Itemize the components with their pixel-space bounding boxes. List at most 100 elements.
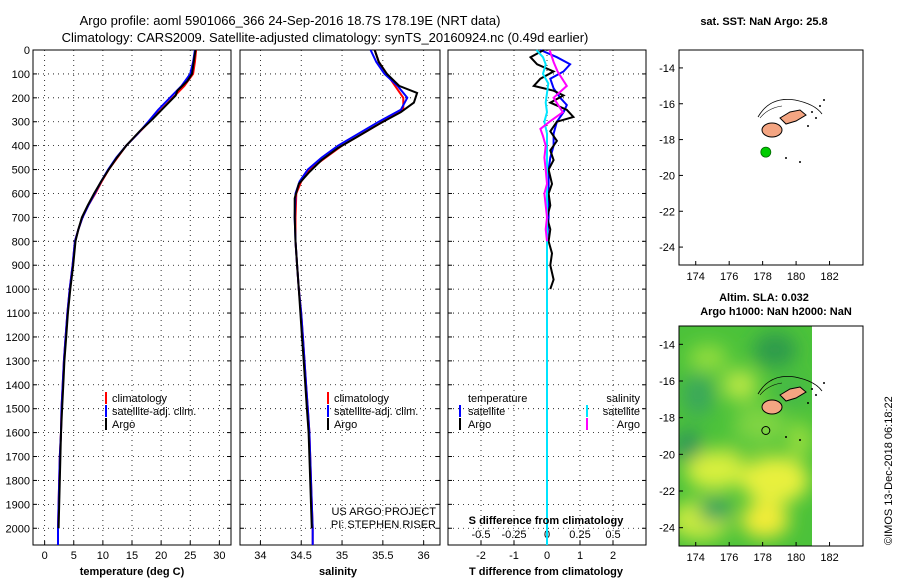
series-t-argo xyxy=(528,49,576,290)
ytick-label: 900 xyxy=(12,260,30,272)
map-xtick-label: 174 xyxy=(687,552,705,564)
island-dot xyxy=(799,161,801,163)
land-viti-levu xyxy=(761,122,783,138)
island-dot xyxy=(815,117,817,119)
ytick-label: 400 xyxy=(12,141,30,153)
map-xtick-label: 174 xyxy=(687,271,705,283)
top-xtick-label: 0.25 xyxy=(569,529,590,541)
ytick-label: 200 xyxy=(12,93,30,105)
ytick-label: 700 xyxy=(12,212,30,224)
salinity-legend: climatology satellite-adj. clim. Argo xyxy=(327,392,418,431)
ytick-label: 1200 xyxy=(6,332,30,344)
t-diff-xlabel: T difference from climatology xyxy=(469,566,624,578)
map-ytick-label: -22 xyxy=(659,486,675,498)
land-viti-levu xyxy=(761,399,783,415)
legend-temperature-title: temperature xyxy=(468,393,527,405)
figure-title-line2: Climatology: CARS2009. Satellite-adjuste… xyxy=(62,30,589,45)
xtick-label: 35.5 xyxy=(372,550,393,562)
xtick-label: 30 xyxy=(213,550,225,562)
map-xtick-label: 176 xyxy=(720,552,738,564)
island-dot xyxy=(807,402,809,404)
legend-argo: Argo xyxy=(334,419,357,431)
land-vanua-levu xyxy=(779,109,807,125)
sla-map-panel: Altim. SLA: 0.032 Argo h1000: NaN h2000:… xyxy=(659,292,864,564)
xtick-label: 20 xyxy=(155,550,167,562)
map-xtick-label: 180 xyxy=(787,552,805,564)
temperature-xlabel: temperature (deg C) xyxy=(80,566,185,578)
sst-map-title: sat. SST: NaN Argo: 25.8 xyxy=(700,16,827,28)
argo-float-marker xyxy=(761,426,771,435)
top-xtick-label: -0.25 xyxy=(501,529,526,541)
legend-s-satellite: satellite xyxy=(603,406,640,418)
legend-climatology: climatology xyxy=(334,393,390,405)
legend-climatology: climatology xyxy=(112,393,168,405)
map-ytick-label: -20 xyxy=(659,170,675,182)
xtick-label: 15 xyxy=(126,550,138,562)
xtick-label: 36 xyxy=(418,550,430,562)
map-ytick-label: -14 xyxy=(659,63,675,75)
xtick-label: 34 xyxy=(254,550,266,562)
map-ytick-label: -16 xyxy=(659,99,675,111)
ytick-label: 1600 xyxy=(6,428,30,440)
map-ytick-label: -20 xyxy=(659,449,675,461)
island-dot xyxy=(823,99,825,101)
legend-t-argo: Argo xyxy=(468,419,491,431)
difference-legend: temperature satellite Argo salinity sate… xyxy=(459,393,640,431)
ytick-label: 2000 xyxy=(6,523,30,535)
legend-satellite-adj: satellite-adj. clim. xyxy=(112,406,196,418)
island-dot xyxy=(807,125,809,127)
sla-map-title-line1: Altim. SLA: 0.032 xyxy=(719,292,809,304)
xtick-label: 25 xyxy=(184,550,196,562)
land-vanua-levu xyxy=(779,386,807,402)
ytick-label: 800 xyxy=(12,236,30,248)
xtick-label: 2 xyxy=(610,550,616,562)
island-dot xyxy=(799,439,801,441)
ytick-label: 100 xyxy=(12,69,30,81)
island-dot xyxy=(823,382,825,384)
ytick-label: 300 xyxy=(12,117,30,129)
temperature-legend: climatology satellite-adj. clim. Argo xyxy=(105,392,196,431)
island-dot xyxy=(815,394,817,396)
top-xtick-label: 0.5 xyxy=(605,529,620,541)
ytick-label: 1100 xyxy=(6,308,30,320)
sla-map-land xyxy=(757,375,825,441)
series-satellite-adj-clim- xyxy=(57,49,196,545)
temperature-panel: 0100200300400500600700800900100011001200… xyxy=(6,45,232,578)
difference-panel: -2 -1 0 1 2-0.5 -0.25 0 0.25 0.5 T difference fr… xyxy=(447,49,647,578)
xtick-label: 1 xyxy=(577,550,583,562)
argo-float-marker xyxy=(760,146,772,158)
sst-map-frame xyxy=(678,49,864,266)
legend-salinity-title: salinity xyxy=(606,393,640,405)
xtick-label: 34.5 xyxy=(291,550,312,562)
series-s-argo xyxy=(539,49,569,242)
xtick-label: 35 xyxy=(336,550,348,562)
map-xtick-label: 178 xyxy=(753,271,771,283)
map-xtick-label: 182 xyxy=(820,271,838,283)
ytick-label: 1300 xyxy=(6,356,30,368)
imos-watermark: ©IMOS 13-Dec-2018 06:18:22 xyxy=(883,396,895,545)
xtick-label: -2 xyxy=(476,550,486,562)
map-xtick-label: 182 xyxy=(820,552,838,564)
ytick-label: 1500 xyxy=(6,404,30,416)
credit-pi: PI: STEPHEN RISER xyxy=(331,519,436,531)
xtick-label: 5 xyxy=(71,550,77,562)
coastline-arc xyxy=(757,98,823,118)
ytick-label: 1700 xyxy=(6,452,30,464)
map-ytick-label: -16 xyxy=(659,376,675,388)
salinity-frame xyxy=(239,49,441,546)
ytick-label: 1400 xyxy=(6,380,30,392)
xtick-label: 0 xyxy=(42,550,48,562)
coastline-arc xyxy=(757,375,823,395)
ytick-label: 0 xyxy=(24,45,30,57)
xtick-label: 10 xyxy=(97,550,109,562)
salinity-xlabel: salinity xyxy=(319,566,358,578)
series-argo xyxy=(57,49,197,529)
legend-argo: Argo xyxy=(112,419,135,431)
top-xtick-label: -0.5 xyxy=(472,529,491,541)
s-diff-xlabel: S difference from climatology xyxy=(469,515,625,527)
sla-map-frame xyxy=(678,325,864,547)
map-ytick-label: -18 xyxy=(659,413,675,425)
map-ytick-label: -24 xyxy=(659,523,675,535)
xtick-label: -1 xyxy=(509,550,519,562)
